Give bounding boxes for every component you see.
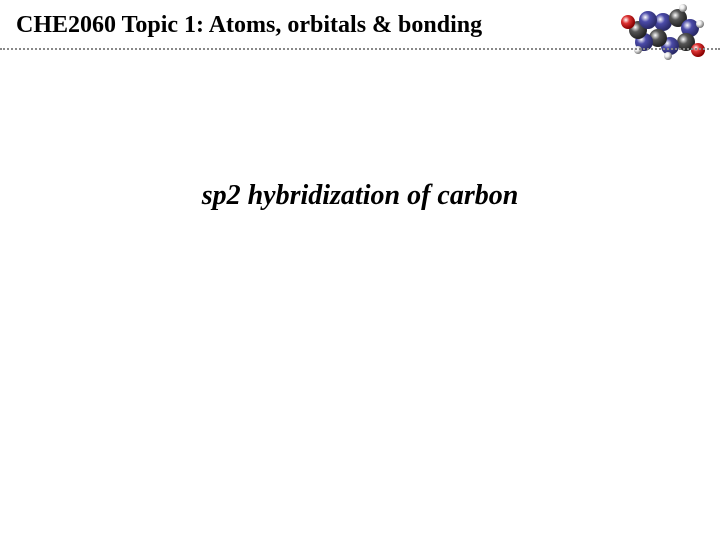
- header-divider: [0, 48, 720, 50]
- main-heading: sp2 hybridization of carbon: [0, 180, 720, 212]
- page-title: CHE2060 Topic 1: Atoms, orbitals & bondi…: [16, 12, 482, 39]
- slide: CHE2060 Topic 1: Atoms, orbitals & bondi…: [0, 0, 720, 540]
- molecule-icon: [618, 0, 708, 65]
